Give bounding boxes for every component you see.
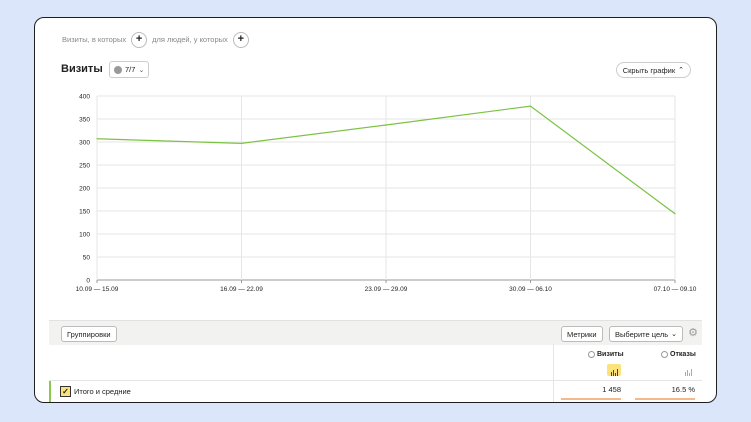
visits-filter-label: Визиты, в которых [62,35,127,44]
value-bar [561,398,621,400]
hide-chart-label: Скрыть график [622,65,676,75]
metrics-button[interactable]: Метрики [561,326,603,342]
column-label: Отказы [670,351,696,358]
y-tick-label: 100 [79,231,90,238]
report-card: Визиты, в которых + для людей, у которых… [34,17,717,403]
segments-dropdown[interactable]: 7/7 ⌄ [109,61,150,78]
y-tick-label: 250 [79,162,90,169]
column-header-bounce[interactable]: Отказы [661,351,696,358]
x-tick-label: 07.10 — 09.10 [654,286,697,293]
visits-line-chart: 0 50 100 150 200 250 300 350 400 10.09 — 15.09 16.… [76,93,697,293]
x-tick-label: 16.09 — 22.09 [220,286,263,293]
column-header-visits[interactable]: Визиты [588,351,624,358]
totals-label: Итого и средние [74,387,131,396]
column-divider [553,344,554,402]
add-visit-filter-button[interactable]: + [131,31,148,48]
row-color-marker [49,381,51,402]
totals-bounce-value: 16.5 % [671,385,695,394]
sort-radio-icon[interactable] [661,351,668,358]
column-chart-toggle-icon[interactable] [607,364,621,376]
column-chart-toggle-icon[interactable] [681,364,695,376]
data-point [96,138,98,140]
groupings-label: Группировки [67,329,111,339]
totals-checkbox[interactable]: ✓ [60,386,71,397]
column-label: Визиты [597,351,624,358]
chevron-up-icon: ⌃ [678,67,684,74]
goal-label: Выберите цель [615,329,669,339]
x-tick-label: 10.09 — 15.09 [76,286,119,293]
data-point [240,142,243,144]
y-tick-label: 300 [79,139,90,146]
segments-value: 7/7 [125,65,136,74]
hide-chart-button[interactable]: Скрыть график ⌃ [615,62,691,78]
select-goal-dropdown[interactable]: Выберите цель ⌄ [609,326,684,342]
data-point [674,213,676,215]
y-tick-label: 50 [83,254,91,261]
chevron-down-icon: ⌄ [671,331,678,338]
totals-visits-value: 1 458 [602,385,621,394]
segment-dot-icon [114,65,122,74]
data-point [529,105,532,107]
segment-filters: Визиты, в которых + для людей, у которых… [62,31,254,48]
value-bar [635,398,695,400]
data-point [385,124,387,126]
people-filter-label: для людей, у которых [152,35,228,44]
chevron-down-icon: ⌄ [138,66,145,74]
y-tick-label: 400 [79,93,90,100]
y-tick-label: 350 [79,116,90,123]
x-tick-label: 30.09 — 06.10 [509,286,552,293]
add-people-filter-button[interactable]: + [232,31,249,48]
page-title: Визиты [61,63,103,75]
y-tick-label: 150 [79,208,90,215]
row-divider [49,380,702,381]
y-tick-label: 200 [79,185,90,192]
y-tick-label: 0 [86,277,90,284]
totals-row: ✓ Итого и средние 1 458 16.5 % [49,381,702,402]
groupings-button[interactable]: Группировки [61,326,117,342]
sort-radio-icon[interactable] [588,351,595,358]
report-toolbar: Группировки Метрики Выберите цель ⌄ ⚙ [49,320,702,345]
x-tick-label: 23.09 — 29.09 [365,286,408,293]
gear-icon[interactable]: ⚙ [688,327,698,339]
metrics-label: Метрики [567,329,597,339]
